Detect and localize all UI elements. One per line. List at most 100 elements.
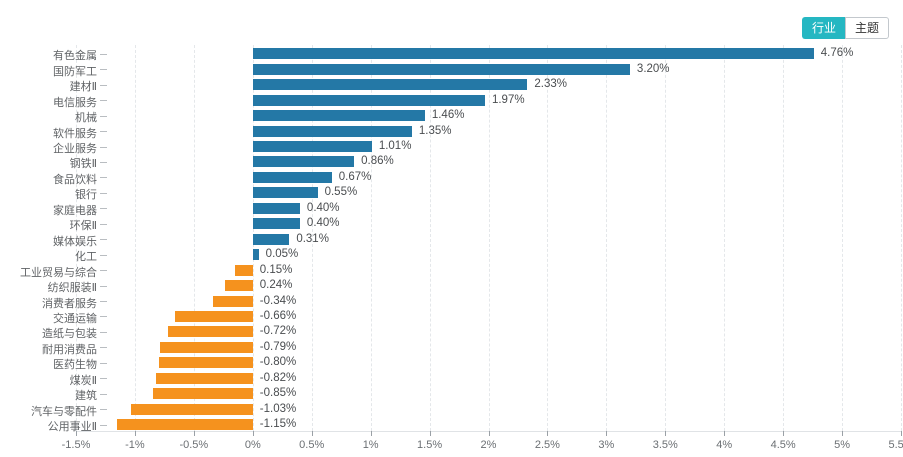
- x-axis-label: -1%: [125, 439, 145, 451]
- category-label: 化工: [75, 251, 97, 264]
- y-axis-tick: [100, 409, 107, 411]
- category-label: 电信服务: [53, 96, 97, 109]
- y-axis-tick: [100, 131, 107, 133]
- bar[interactable]: [252, 233, 290, 245]
- bar[interactable]: [131, 403, 253, 415]
- bar[interactable]: [252, 110, 425, 122]
- gridline: [665, 45, 667, 431]
- bar-value-label: 4.76%: [820, 47, 854, 60]
- x-axis-tick: [901, 431, 902, 436]
- category-label: 钢铁Ⅱ: [69, 158, 97, 171]
- category-label: 国防军工: [53, 65, 97, 78]
- gridline: [901, 45, 902, 431]
- x-axis-tick: [547, 431, 549, 436]
- gridline: [193, 45, 195, 431]
- bar[interactable]: [175, 310, 253, 322]
- bar-value-label: 3.20%: [636, 62, 670, 75]
- x-axis-tick: [370, 431, 372, 436]
- category-label: 建筑: [75, 390, 97, 403]
- bar-value-label: 0.40%: [306, 201, 340, 214]
- bar[interactable]: [167, 326, 253, 338]
- y-axis-tick: [100, 53, 107, 55]
- bar[interactable]: [156, 372, 253, 384]
- y-axis-tick: [100, 192, 107, 194]
- category-label: 工业贸易与综合: [20, 266, 97, 279]
- x-axis-tick: [193, 431, 195, 436]
- bar[interactable]: [158, 357, 253, 369]
- y-axis-tick: [100, 177, 107, 179]
- gridline: [606, 45, 608, 431]
- category-label: 建材Ⅱ: [69, 81, 97, 94]
- category-label: 有色金属: [53, 50, 97, 63]
- x-axis-tick: [76, 431, 77, 436]
- category-label: 造纸与包装: [42, 328, 97, 341]
- x-axis-label: 2%: [480, 439, 497, 451]
- category-label: 媒体娱乐: [53, 235, 97, 248]
- bar[interactable]: [252, 171, 332, 183]
- bar[interactable]: [252, 249, 259, 261]
- category-label: 纺织服装Ⅱ: [47, 282, 97, 295]
- bar[interactable]: [252, 218, 300, 230]
- y-axis-tick: [100, 378, 107, 380]
- x-axis-label: -0.5%: [179, 439, 209, 451]
- y-axis-tick: [100, 424, 107, 426]
- bar-value-label: 0.55%: [324, 186, 358, 199]
- bar-value-label: 0.24%: [259, 279, 293, 292]
- bar-value-label: 0.05%: [265, 248, 299, 261]
- bar-value-label: -0.85%: [259, 387, 297, 400]
- category-label: 消费者服务: [42, 297, 97, 310]
- bar[interactable]: [252, 48, 814, 60]
- gridline: [488, 45, 490, 431]
- y-axis-tick: [100, 100, 107, 102]
- x-axis-label: 0%: [244, 439, 261, 451]
- bar[interactable]: [252, 187, 318, 199]
- bar[interactable]: [252, 125, 412, 137]
- bar[interactable]: [159, 341, 253, 353]
- y-axis-tick: [100, 223, 107, 225]
- category-label: 机械: [75, 112, 97, 125]
- bar-value-label: -1.03%: [259, 402, 297, 415]
- x-axis-label: 1%: [362, 439, 379, 451]
- category-label: 煤炭Ⅱ: [69, 374, 97, 387]
- bar[interactable]: [252, 63, 630, 75]
- bar[interactable]: [252, 94, 485, 106]
- bar-value-label: -0.79%: [259, 340, 297, 353]
- y-axis-tick: [100, 239, 107, 241]
- bar-value-label: 0.86%: [361, 155, 394, 168]
- bar-value-label: -0.34%: [259, 294, 297, 307]
- y-axis-tick: [100, 69, 107, 71]
- theme-tab-button[interactable]: 主题: [844, 17, 889, 39]
- x-axis-label: 4.5%: [770, 439, 796, 451]
- category-label: 家庭电器: [53, 204, 97, 217]
- y-axis-tick: [100, 270, 107, 272]
- bar[interactable]: [212, 295, 253, 307]
- category-label: 银行: [75, 189, 97, 202]
- bar[interactable]: [252, 202, 300, 214]
- category-label: 食品饮料: [53, 173, 97, 186]
- x-axis-tick: [429, 431, 431, 436]
- bar[interactable]: [224, 280, 253, 292]
- bar-value-label: 1.01%: [378, 140, 412, 152]
- bar[interactable]: [117, 419, 253, 431]
- y-axis-tick: [100, 362, 107, 364]
- category-label: 医药生物: [53, 359, 97, 372]
- bar[interactable]: [152, 388, 253, 400]
- x-axis-tick: [606, 431, 608, 436]
- bar[interactable]: [252, 141, 372, 152]
- bar-value-label: -0.82%: [259, 371, 297, 384]
- bar[interactable]: [235, 264, 253, 276]
- bar-value-label: 0.67%: [338, 170, 372, 183]
- bar-value-label: 0.40%: [306, 217, 340, 230]
- category-label: 汽车与零配件: [31, 405, 97, 418]
- category-label: 软件服务: [53, 127, 97, 140]
- y-axis-tick: [100, 115, 107, 117]
- bar[interactable]: [252, 156, 355, 168]
- x-axis-label: -1.5%: [61, 439, 91, 451]
- bar[interactable]: [252, 79, 528, 91]
- y-axis-tick: [100, 146, 107, 148]
- industry-tab-button[interactable]: 行业: [801, 17, 845, 39]
- y-axis-tick: [100, 161, 107, 163]
- x-axis-label: 0.5%: [299, 439, 325, 451]
